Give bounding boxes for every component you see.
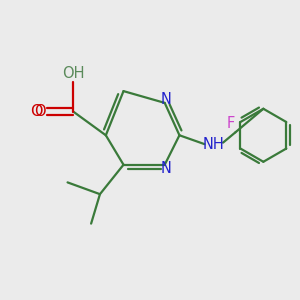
Text: OH: OH [62, 66, 85, 81]
Text: N: N [161, 161, 172, 176]
Text: NH: NH [202, 136, 224, 152]
Text: O: O [34, 104, 45, 119]
Text: N: N [161, 92, 172, 107]
Text: F: F [227, 116, 235, 131]
Text: O: O [30, 104, 43, 119]
